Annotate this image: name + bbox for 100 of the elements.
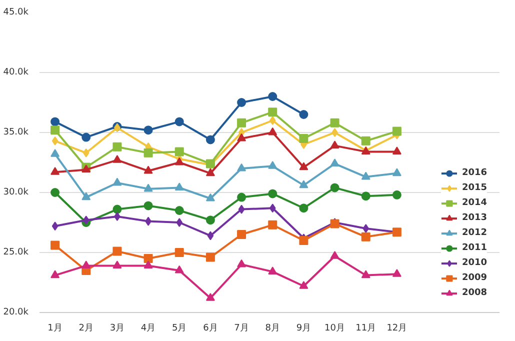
x-tick-label: 5月	[172, 324, 187, 334]
point	[50, 166, 60, 175]
point	[268, 266, 278, 275]
legend-label: 2016	[462, 167, 487, 180]
point	[206, 252, 215, 262]
point	[82, 192, 91, 200]
point	[392, 126, 402, 136]
point	[392, 190, 402, 200]
legend-label: 2010	[462, 257, 487, 270]
point	[268, 220, 278, 230]
point	[237, 118, 246, 128]
point	[206, 135, 215, 144]
point	[299, 204, 308, 213]
y-tick-label: 35.0k	[3, 128, 30, 138]
point	[268, 160, 278, 169]
point	[392, 146, 402, 155]
y-tick-label: 20.0k	[3, 308, 30, 318]
x-tick-label: 11月	[356, 324, 376, 334]
point	[237, 192, 246, 202]
point	[112, 154, 122, 163]
point	[361, 172, 370, 180]
point	[174, 117, 184, 126]
point	[361, 192, 370, 201]
point	[82, 260, 91, 269]
point	[332, 128, 338, 137]
point	[361, 136, 370, 146]
x-tick-label: 10月	[324, 324, 345, 334]
point	[144, 260, 153, 269]
point	[112, 178, 122, 186]
point	[268, 127, 278, 136]
point	[174, 147, 184, 156]
point	[238, 204, 245, 214]
y-tick-label: 40.0k	[3, 68, 30, 78]
point	[50, 117, 60, 126]
point	[112, 142, 122, 152]
point	[114, 212, 120, 221]
point	[82, 148, 90, 158]
point	[392, 168, 402, 176]
point	[174, 182, 184, 191]
point	[206, 193, 215, 202]
point	[237, 133, 246, 142]
point	[82, 216, 90, 225]
point	[174, 265, 184, 274]
x-tick-label: 2月	[78, 324, 94, 334]
point	[299, 110, 308, 119]
x-tick-label: 12月	[386, 324, 408, 334]
point	[50, 240, 60, 250]
x-tick-label: 8月	[265, 324, 280, 334]
point	[144, 184, 153, 192]
point	[174, 157, 184, 166]
point	[144, 148, 153, 158]
point	[268, 108, 278, 117]
point	[52, 222, 58, 231]
point	[112, 204, 122, 214]
point	[207, 231, 214, 240]
point	[144, 201, 153, 210]
legend-label: 2009	[462, 272, 487, 285]
x-tick-label: 6月	[203, 324, 218, 334]
point	[144, 166, 153, 174]
point	[237, 98, 246, 107]
point	[82, 132, 91, 142]
point	[52, 136, 58, 146]
x-tick-label: 4月	[140, 324, 156, 334]
point	[269, 116, 276, 125]
x-tick-label: 1月	[48, 324, 62, 334]
legend-label: 2013	[462, 212, 487, 225]
point	[50, 148, 60, 157]
point	[237, 163, 246, 172]
point	[362, 224, 370, 233]
y-tick-label: 25.0k	[3, 248, 30, 258]
point	[112, 246, 122, 256]
point	[330, 158, 340, 167]
legend-label: 2015	[462, 182, 487, 195]
point	[50, 270, 60, 278]
point	[206, 216, 215, 225]
point	[206, 168, 215, 176]
point	[269, 204, 276, 213]
legend-label: 2014	[462, 197, 487, 210]
point	[112, 260, 122, 269]
legend-label: 2011	[462, 242, 487, 255]
point	[392, 268, 402, 277]
point	[144, 254, 153, 263]
y-tick-label: 30.0k	[3, 188, 30, 198]
x-tick-label: 7月	[234, 324, 249, 334]
x-tick-label: 3月	[110, 324, 125, 334]
point	[330, 183, 340, 192]
point	[299, 280, 308, 289]
point	[206, 292, 215, 301]
point	[268, 189, 278, 198]
point	[330, 140, 340, 149]
legend-label: 2012	[462, 227, 487, 240]
point	[299, 134, 308, 143]
point	[268, 92, 278, 101]
point	[299, 180, 308, 188]
point	[299, 162, 308, 170]
point	[144, 126, 153, 135]
point	[50, 188, 60, 197]
point	[237, 230, 246, 239]
point	[176, 218, 183, 227]
point	[50, 126, 60, 135]
